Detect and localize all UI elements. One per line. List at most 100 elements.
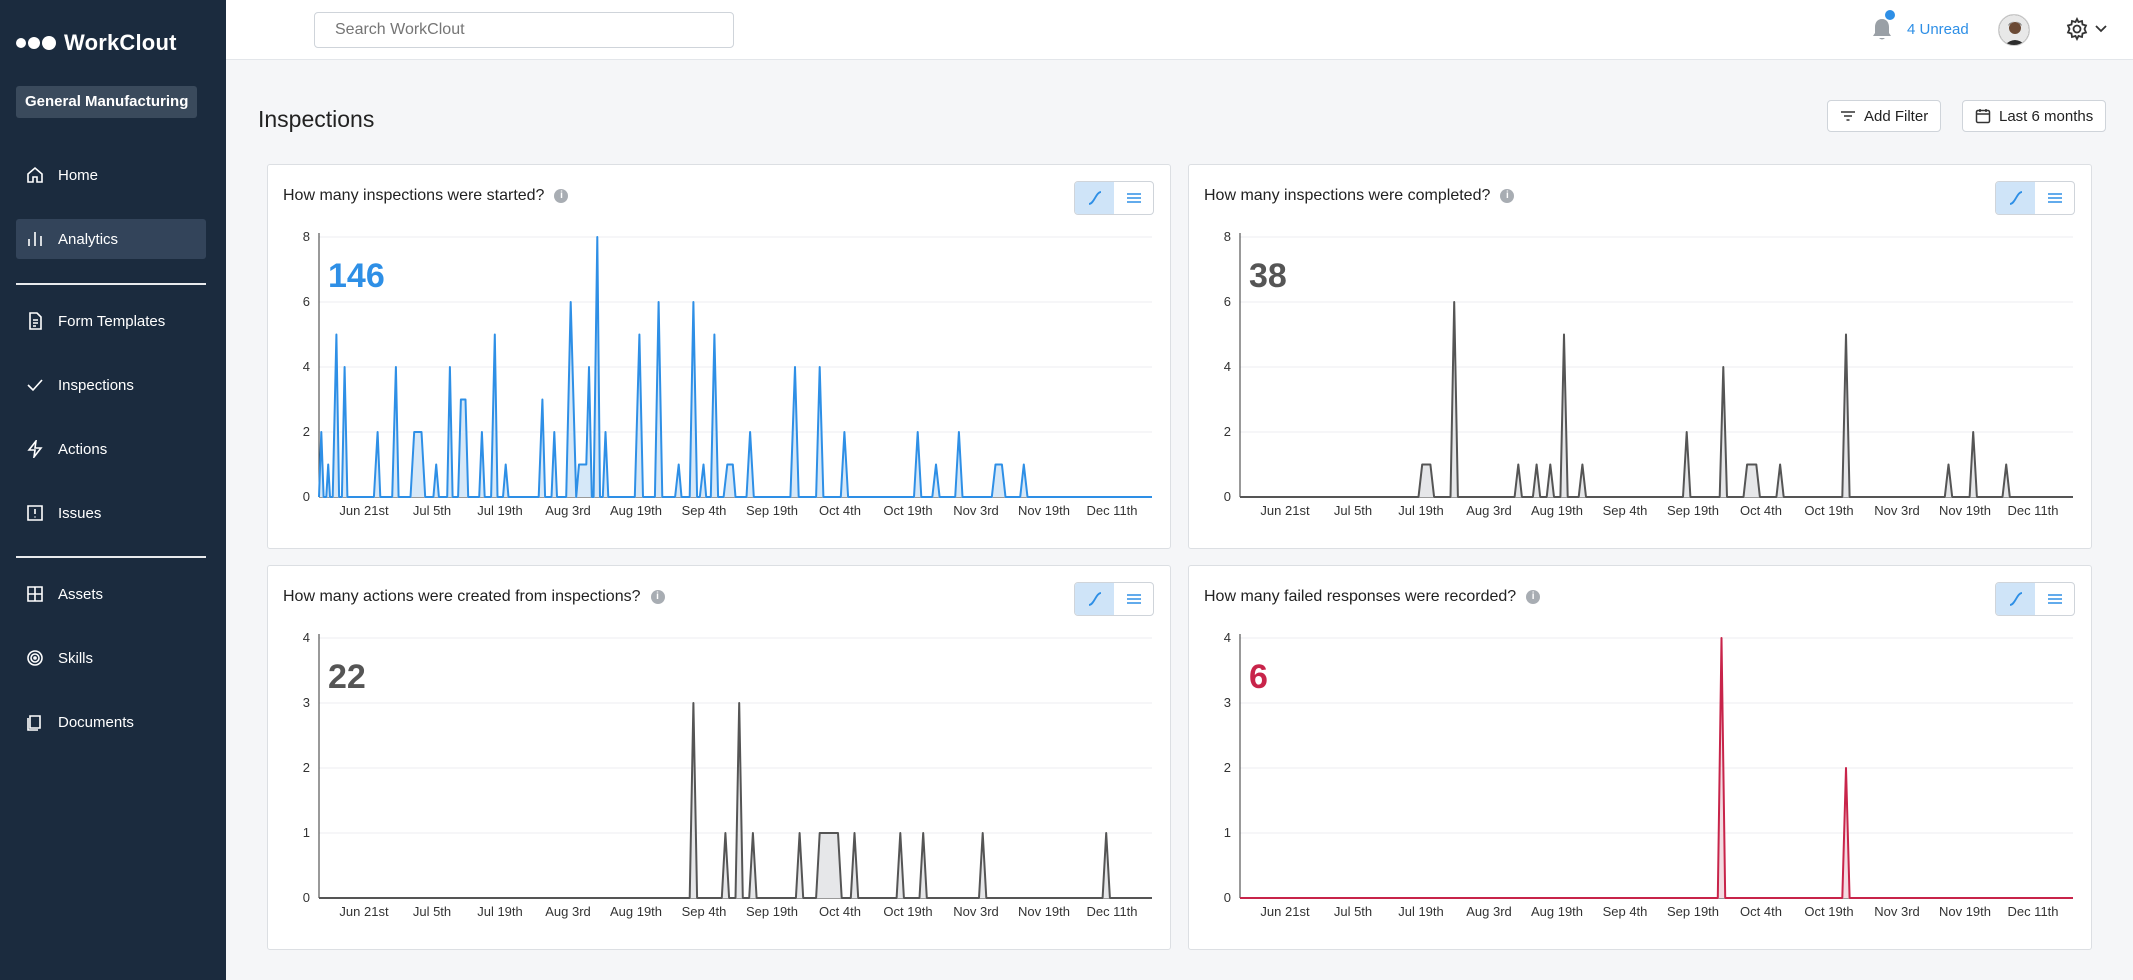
sidebar-item-inspections[interactable]: Inspections [16, 365, 206, 405]
table-view-button[interactable] [1114, 583, 1153, 615]
x-tick-label: Aug 19th [1531, 904, 1583, 919]
x-tick-label: Nov 19th [1939, 503, 1991, 518]
check-icon [27, 379, 43, 392]
avatar[interactable] [1998, 14, 2030, 46]
x-tick-label: Dec 11th [2007, 904, 2058, 919]
date-range-button[interactable]: Last 6 months [1962, 100, 2107, 132]
sidebar-item-label: Home [58, 166, 99, 184]
x-tick-label: Sep 4th [1603, 904, 1648, 919]
x-tick-label: Nov 3rd [953, 904, 999, 919]
chart-card-inspections-started: How many inspections were started? i 0 2 4… [267, 164, 1171, 549]
line-view-button[interactable] [1996, 182, 2035, 214]
x-tick-label: Oct 19th [883, 904, 932, 919]
view-toggle[interactable] [1074, 582, 1154, 616]
chart-title-text: How many failed responses were recorded? [1204, 588, 1517, 605]
brand-name: WorkClout [64, 30, 177, 55]
sidebar-item-label: Actions [58, 440, 108, 458]
x-tick-label: Aug 3rd [545, 904, 591, 919]
info-icon[interactable]: i [554, 189, 569, 203]
x-tick-label: Jun 21st [1260, 503, 1310, 518]
folder-icon [27, 715, 41, 731]
home-icon [27, 166, 43, 183]
info-icon[interactable]: i [650, 590, 665, 604]
x-tick-label: Oct 4th [819, 503, 861, 518]
sidebar-item-label: Analytics [58, 230, 119, 248]
sidebar-item-skills[interactable]: Skills [16, 638, 206, 678]
search-input[interactable] [314, 12, 734, 48]
x-tick-label: Nov 19th [1018, 503, 1070, 518]
line-view-button[interactable] [1075, 182, 1114, 214]
sidebar-item-label: Documents [58, 713, 134, 731]
y-tick-label: 1 [303, 825, 310, 840]
chevron-down-icon[interactable] [2094, 24, 2108, 34]
list-icon [2047, 193, 2062, 203]
chart-card-failed-responses: How many failed responses were recorded?… [1188, 565, 2092, 950]
x-tick-label: Nov 19th [1939, 904, 1991, 919]
view-toggle[interactable] [1995, 181, 2075, 215]
x-tick-label: Aug 19th [1531, 503, 1583, 518]
line-view-button[interactable] [1996, 583, 2035, 615]
unread-link[interactable]: 4 Unread [1907, 21, 1969, 38]
sidebar-item-label: Skills [58, 649, 94, 667]
x-tick-label: Nov 3rd [1874, 503, 1920, 518]
y-tick-label: 0 [303, 890, 310, 905]
sidebar-item-documents[interactable]: Documents [16, 702, 206, 742]
line-view-button[interactable] [1075, 583, 1114, 615]
info-icon[interactable]: i [1500, 189, 1515, 203]
chart-title: How many actions were created from inspe… [283, 588, 665, 606]
series-line [1240, 637, 2073, 899]
total-count: 146 [328, 257, 385, 295]
sidebar-item-assets[interactable]: Assets [16, 574, 206, 614]
x-tick-label: Sep 19th [1667, 904, 1719, 919]
chart-title-text: How many inspections were started? [283, 187, 545, 204]
chart-title: How many inspections were completed? i [1204, 187, 1515, 205]
x-tick-label: Nov 3rd [1874, 904, 1920, 919]
chart-title: How many inspections were started? i [283, 187, 569, 205]
sidebar-item-analytics[interactable]: Analytics [16, 219, 206, 259]
list-icon [2047, 594, 2062, 604]
workclout-logo-icon [16, 36, 56, 50]
table-view-button[interactable] [1114, 182, 1153, 214]
x-tick-label: Jul 5th [1334, 904, 1372, 919]
x-tick-label: Sep 4th [682, 904, 727, 919]
x-tick-label: Jul 5th [413, 904, 451, 919]
view-toggle[interactable] [1995, 582, 2075, 616]
list-icon [1126, 594, 1141, 604]
x-tick-label: Jun 21st [1260, 904, 1310, 919]
brand-logo[interactable]: WorkClout [16, 30, 177, 56]
list-icon [1126, 193, 1141, 203]
notification-dot [1885, 10, 1895, 20]
sidebar-item-home[interactable]: Home [16, 155, 206, 195]
org-switcher[interactable]: General Manufacturing [16, 86, 198, 118]
user-avatar-icon [1999, 15, 2029, 45]
sidebar-item-issues[interactable]: Issues [16, 493, 206, 533]
x-tick-label: Oct 19th [883, 503, 932, 518]
alert-square-icon [27, 505, 43, 521]
sidebar-item-form-templates[interactable]: Form Templates [16, 301, 206, 341]
x-tick-label: Dec 11th [1086, 503, 1137, 518]
sidebar-item-actions[interactable]: Actions [16, 429, 206, 469]
y-tick-label: 2 [303, 424, 310, 439]
line-chart-icon [2009, 592, 2022, 606]
total-count: 22 [328, 658, 366, 696]
target-icon [27, 650, 43, 666]
x-tick-label: Sep 19th [746, 904, 798, 919]
gear-icon[interactable] [2065, 17, 2089, 41]
x-tick-label: Dec 11th [2007, 503, 2058, 518]
table-view-button[interactable] [2035, 182, 2074, 214]
bell-icon[interactable] [1870, 16, 1894, 42]
y-tick-label: 2 [303, 760, 310, 775]
x-tick-label: Jul 5th [1334, 503, 1372, 518]
view-toggle[interactable] [1074, 181, 1154, 215]
info-icon[interactable]: i [1526, 590, 1541, 604]
x-tick-label: Nov 19th [1018, 904, 1070, 919]
x-tick-label: Oct 4th [819, 904, 861, 919]
chart-card-inspections-completed: How many inspections were completed? i 0… [1188, 164, 2092, 549]
y-tick-label: 3 [1224, 695, 1231, 710]
sidebar-item-label: Issues [58, 504, 102, 522]
y-tick-label: 3 [303, 695, 310, 710]
add-filter-button[interactable]: Add Filter [1827, 100, 1942, 132]
y-tick-label: 4 [1224, 359, 1231, 374]
table-view-button[interactable] [2035, 583, 2074, 615]
line-chart-icon [1088, 191, 1101, 205]
